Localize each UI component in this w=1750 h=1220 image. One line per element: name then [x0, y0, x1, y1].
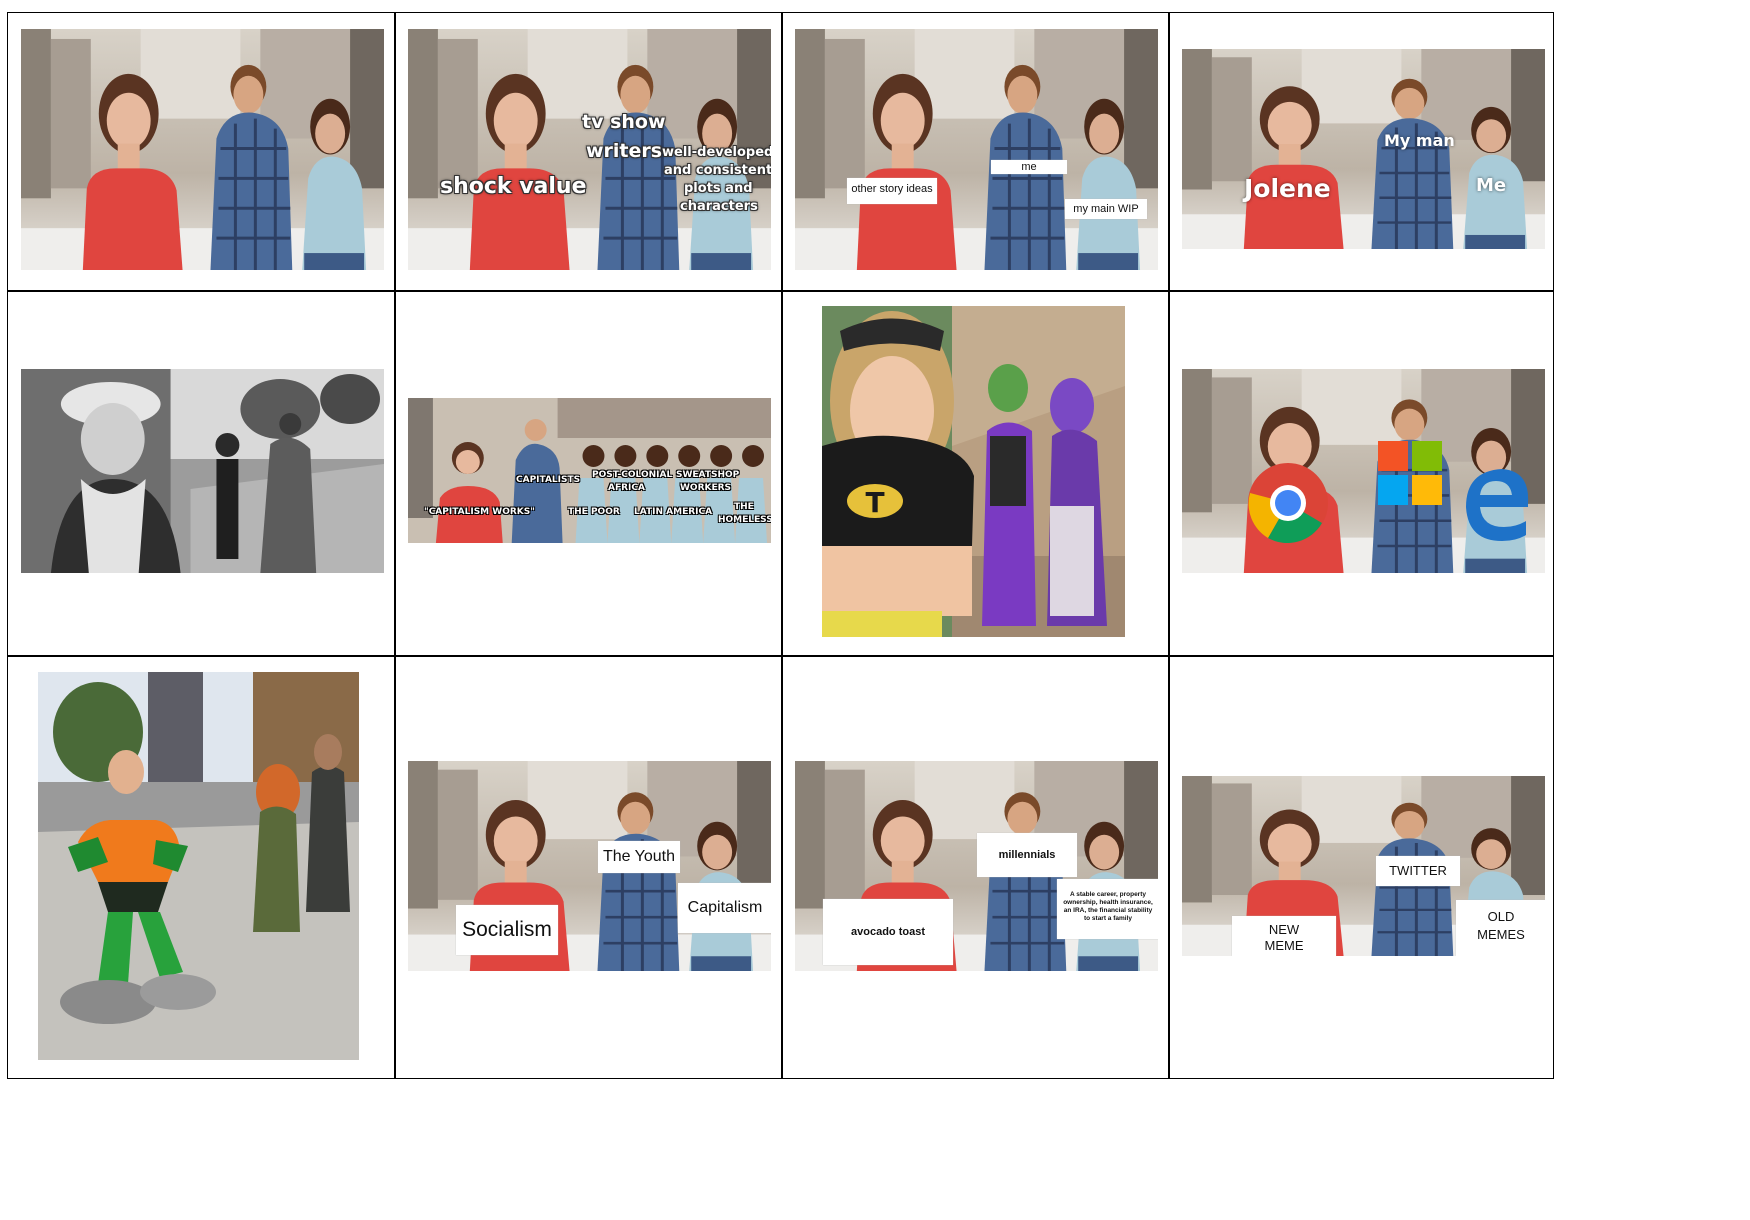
- caption: "CAPITALISM WORKS": [424, 507, 535, 517]
- meme-original-image: [21, 29, 384, 270]
- caption: THE POOR: [568, 507, 620, 517]
- meme-capitalism-image: "CAPITALISM WORKS" CAPITALISTS THE POOR …: [408, 398, 771, 543]
- windows-logo-icon: [1378, 441, 1442, 505]
- grid-divider: [8, 655, 1553, 657]
- caption-box: OLD MEMES: [1456, 900, 1545, 956]
- meme-chaplin-image: [21, 369, 384, 573]
- caption-box: The Youth: [598, 841, 680, 873]
- caption-line: OLD: [1487, 909, 1515, 924]
- edge-logo-icon: [1466, 469, 1529, 541]
- caption: T: [865, 486, 884, 519]
- meme-millennials-image: millennials avocado toast A stable caree…: [795, 761, 1158, 971]
- caption-box: other story ideas: [847, 178, 937, 204]
- caption: Jolene: [1244, 174, 1331, 203]
- caption-box: TWITTER: [1376, 856, 1460, 886]
- caption-line: to start a family: [1083, 915, 1133, 922]
- meme-socialism-image: The Youth Socialism Capitalism: [408, 761, 771, 971]
- caption-line: an IRA, the financial stability: [1063, 907, 1153, 914]
- caption: well-developed: [662, 145, 771, 160]
- caption: and consistent: [664, 163, 771, 178]
- caption-box: millennials: [977, 833, 1077, 877]
- caption: shock value: [440, 174, 587, 199]
- caption-line: MEMES: [1477, 927, 1525, 942]
- meme-aquaman-cosplay-image: [38, 672, 359, 1060]
- caption: HOMELESS: [718, 515, 771, 525]
- grid-divider: [394, 13, 396, 1078]
- caption-box: Socialism: [456, 905, 558, 955]
- caption: tv show: [582, 111, 666, 133]
- caption-box: A stable career, property ownership, hea…: [1057, 879, 1158, 939]
- caption-box: NEW MEME: [1232, 916, 1336, 956]
- caption-box: me: [991, 160, 1067, 174]
- caption: SWEATSHOP: [676, 470, 740, 480]
- caption-line: ownership, health insurance,: [1063, 899, 1153, 906]
- caption: CAPITALISTS: [516, 475, 581, 485]
- caption: My man: [1384, 131, 1455, 150]
- caption-box: my main WIP: [1065, 199, 1147, 219]
- caption: Me: [1476, 175, 1507, 196]
- meme-grid: [7, 12, 1554, 1079]
- meme-titans-cosplay-image: T: [822, 306, 1125, 637]
- caption: plots and: [684, 181, 753, 196]
- caption-line: MEME: [1264, 938, 1304, 953]
- meme-story-ideas-image: other story ideas me my main WIP: [795, 29, 1158, 270]
- caption-box: Capitalism: [678, 883, 771, 933]
- caption-line: NEW: [1268, 922, 1300, 937]
- meme-tv-writers-image: tv show writers shock value well-develop…: [408, 29, 771, 270]
- meme-browsers-image: [1182, 369, 1545, 573]
- meme-old-memes-image: TWITTER NEW MEME OLD MEMES: [1182, 776, 1545, 956]
- caption: AFRICA: [608, 483, 645, 493]
- caption: WORKERS: [680, 483, 732, 493]
- caption: THE: [734, 502, 754, 512]
- caption: writers: [586, 140, 663, 162]
- caption: POST-COLONIAL: [592, 470, 673, 480]
- grid-divider: [8, 290, 1553, 292]
- caption: LATIN AMERICA: [634, 507, 713, 517]
- meme-jolene-image: Jolene My man Me: [1182, 49, 1545, 249]
- chrome-logo-icon: [1248, 463, 1328, 543]
- caption-line: A stable career, property: [1070, 891, 1146, 898]
- caption-box: avocado toast: [823, 899, 953, 965]
- caption: characters: [680, 199, 758, 214]
- grid-divider: [1168, 13, 1170, 1078]
- grid-divider: [781, 13, 783, 1078]
